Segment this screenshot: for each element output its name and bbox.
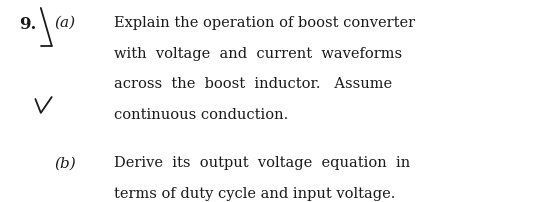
Text: across  the  boost  inductor.   Assume: across the boost inductor. Assume [114, 77, 392, 91]
Text: Derive  its  output  voltage  equation  in: Derive its output voltage equation in [114, 156, 411, 170]
Text: 9.: 9. [19, 16, 37, 33]
Text: with  voltage  and  current  waveforms: with voltage and current waveforms [114, 47, 402, 61]
Text: terms of duty cycle and input voltage.: terms of duty cycle and input voltage. [114, 187, 396, 201]
Text: (a): (a) [54, 16, 75, 30]
Text: (b): (b) [54, 156, 76, 170]
Text: Explain the operation of boost converter: Explain the operation of boost converter [114, 16, 416, 30]
Text: continuous conduction.: continuous conduction. [114, 108, 289, 122]
